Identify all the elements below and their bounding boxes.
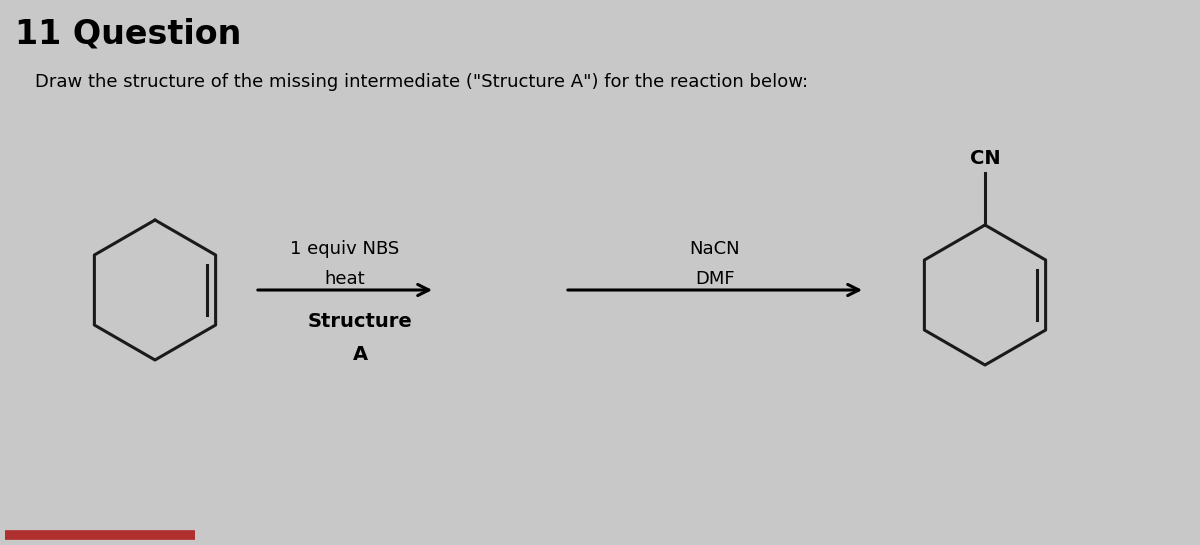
Text: heat: heat: [325, 270, 365, 288]
Text: 11 Question: 11 Question: [14, 17, 241, 50]
Text: 1 equiv NBS: 1 equiv NBS: [290, 240, 400, 258]
Text: A: A: [353, 345, 367, 364]
Text: NaCN: NaCN: [690, 240, 740, 258]
Text: DMF: DMF: [695, 270, 734, 288]
Text: CN: CN: [970, 149, 1001, 168]
Text: Draw the structure of the missing intermediate ("Structure A") for the reaction : Draw the structure of the missing interm…: [35, 73, 808, 91]
Text: Structure: Structure: [307, 312, 413, 331]
